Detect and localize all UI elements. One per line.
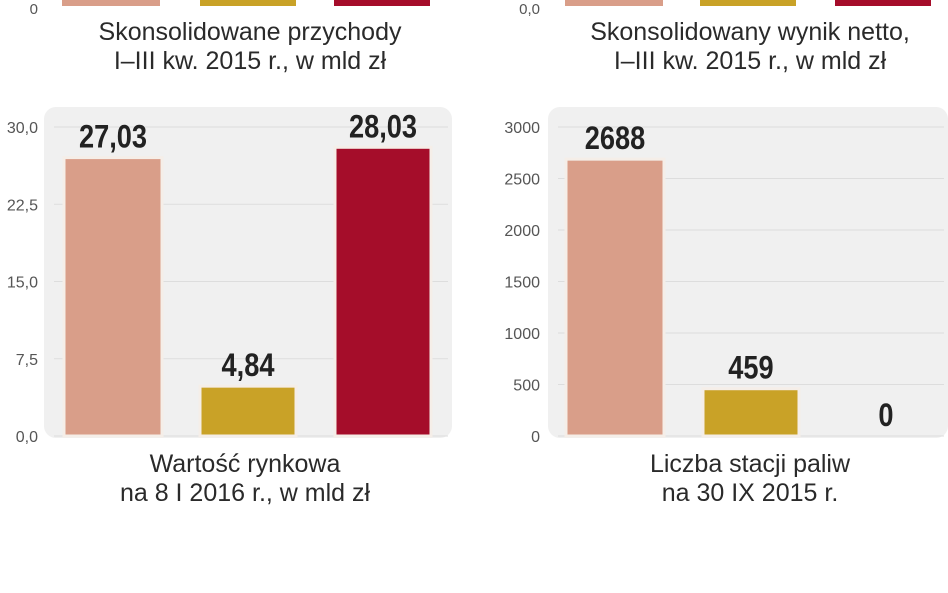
fuel-stations-ytick-label: 2500 (504, 172, 540, 189)
fuel-stations-value-label: 0 (878, 398, 893, 434)
market-value-caption: Wartość rynkowa na 8 I 2016 r., w mld zł (30, 450, 460, 508)
top-left-axis-zero: 0 (30, 1, 38, 18)
top-right-bar-stub-2 (700, 0, 796, 6)
fuel-stations-ytick-label: 500 (513, 378, 540, 395)
top-left-caption-line2: I–III kw. 2015 r., w mld zł (113, 47, 387, 75)
top-right-caption: Skonsolidowany wynik netto, I–III kw. 20… (540, 18, 948, 76)
top-right-caption-line1: Skonsolidowany wynik netto, (590, 18, 910, 46)
market-value-ytick-label: 0,0 (16, 429, 38, 446)
fuel-stations-value-label: 2688 (585, 121, 645, 157)
fuel-stations-value-label: 459 (728, 351, 773, 387)
fuel-stations-ytick-label: 0 (531, 429, 540, 446)
top-left-bar-stub-1 (62, 0, 160, 6)
top-cutoff-strip: 0 0,0 (30, 0, 931, 18)
market-value-subtitle: na 8 I 2016 r., w mld zł (119, 479, 371, 507)
fuel-stations-title: Liczba stacji paliw (649, 450, 851, 478)
top-left-caption-line1: Skonsolidowane przychody (98, 18, 402, 46)
top-right-bar-stub-1 (565, 0, 663, 6)
market-value-bar (62, 156, 164, 438)
top-left-bar-stub-3 (334, 0, 430, 6)
market-value-bar (198, 384, 298, 438)
top-right-caption-line2: I–III kw. 2015 r., w mld zł (613, 47, 887, 75)
market-value-value-label: 28,03 (349, 109, 417, 145)
top-left-caption: Skonsolidowane przychody I–III kw. 2015 … (30, 18, 470, 76)
fuel-stations-ytick-label: 1500 (504, 275, 540, 292)
market-value-bar (333, 145, 433, 438)
fuel-stations-bar (564, 157, 666, 438)
market-value-value-label: 27,03 (79, 120, 147, 156)
market-value-ytick-label: 15,0 (7, 275, 38, 292)
top-right-bar-stub-3 (835, 0, 931, 6)
market-value-ytick-label: 22,5 (7, 197, 38, 214)
top-left-bar-stub-2 (200, 0, 296, 6)
fuel-stations-bar (701, 387, 801, 438)
market-value-ytick-label: 7,5 (16, 352, 38, 369)
market-value-ytick-label: 30,0 (7, 120, 38, 137)
top-right-axis-zero: 0,0 (519, 1, 540, 18)
fuel-stations-subtitle: na 30 IX 2015 r. (661, 479, 839, 507)
fuel-stations-ytick-label: 1000 (504, 326, 540, 343)
fuel-stations-ytick-label: 2000 (504, 223, 540, 240)
market-value-value-label: 4,84 (222, 348, 275, 384)
market-value-title: Wartość rynkowa (149, 450, 341, 478)
fuel-stations-caption: Liczba stacji paliw na 30 IX 2015 r. (540, 450, 948, 508)
fuel-stations-ytick-label: 3000 (504, 120, 540, 137)
